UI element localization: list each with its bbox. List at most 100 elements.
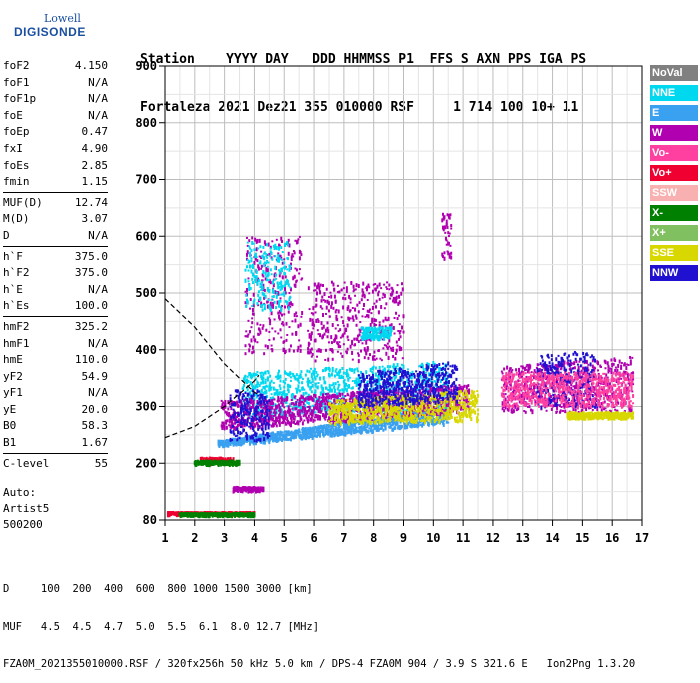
echo-point (403, 391, 405, 394)
echo-point (473, 409, 475, 411)
echo-point (289, 409, 291, 412)
echo-point (359, 415, 361, 419)
echo-point (385, 396, 387, 399)
echo-point (425, 388, 427, 392)
echo-point (395, 392, 397, 394)
echo-point (278, 403, 280, 406)
echo-point (551, 408, 553, 411)
echo-point (415, 405, 417, 407)
echo-point (247, 388, 249, 391)
echo-point (253, 400, 255, 402)
echo-point (388, 369, 390, 371)
echo-point (271, 406, 273, 408)
echo-point (349, 377, 351, 379)
echo-point (546, 410, 548, 412)
echo-point (280, 379, 282, 382)
echo-point (423, 379, 425, 381)
echo-point (450, 374, 452, 378)
echo-point (324, 407, 326, 411)
echo-point (285, 378, 287, 381)
echo-point (268, 371, 270, 374)
echo-point (303, 389, 305, 391)
x-tick-label: 15 (575, 531, 589, 545)
echo-point (367, 383, 369, 387)
echo-point (328, 420, 330, 422)
echo-point (449, 365, 451, 367)
echo-point (339, 393, 341, 397)
echo-point (348, 422, 350, 426)
echo-point (262, 380, 264, 384)
echo-point (563, 406, 565, 409)
echo-point (477, 408, 479, 411)
echo-point (317, 403, 319, 406)
echo-point (305, 397, 307, 400)
echo-point (310, 368, 312, 370)
echo-point (398, 411, 400, 414)
echo-point (295, 403, 297, 406)
echo-point (415, 407, 417, 409)
echo-point (271, 386, 273, 388)
echo-point (386, 390, 388, 392)
echo-point (346, 369, 348, 372)
echo-point (456, 416, 458, 418)
echo-point (347, 394, 349, 396)
echo-point (294, 416, 296, 418)
echo-point (418, 389, 420, 391)
echo-point (278, 400, 280, 402)
echo-point (344, 395, 346, 397)
echo-point (428, 411, 430, 415)
echo-point (282, 403, 284, 406)
echo-point (501, 371, 503, 373)
echo-point (291, 419, 293, 423)
echo-point (421, 419, 423, 422)
echo-point (324, 381, 326, 384)
echo-point (350, 412, 352, 414)
echo-point (400, 379, 402, 382)
echo-point (351, 368, 353, 370)
echo-point (302, 378, 304, 380)
echo-point (389, 419, 391, 422)
echo-point (315, 378, 317, 381)
echo-point (503, 368, 505, 371)
echo-point (358, 388, 360, 390)
y-tick-label: 500 (135, 286, 157, 300)
echo-point (428, 424, 430, 427)
echo-point (223, 422, 225, 424)
echo-point (385, 384, 387, 386)
echo-point (465, 407, 467, 411)
echo-point (410, 386, 412, 390)
echo-point (405, 397, 407, 401)
echo-point (388, 402, 390, 406)
echo-point (382, 429, 384, 431)
echo-point (253, 402, 255, 405)
x-tick-label: 7 (340, 531, 347, 545)
echo-point (477, 394, 479, 397)
x-tick-label: 2 (191, 531, 198, 545)
x-tick-label: 6 (310, 531, 317, 545)
echo-point (424, 420, 426, 424)
echo-point (247, 380, 249, 383)
echo-point (561, 406, 563, 408)
y-tick-label: 700 (135, 173, 157, 187)
echo-point (295, 401, 297, 403)
echo-point (467, 384, 469, 387)
echo-point (461, 396, 463, 400)
echo-point (423, 386, 425, 388)
echo-point (438, 386, 440, 388)
x-tick-label: 1 (161, 531, 168, 545)
echo-point (371, 421, 373, 423)
echo-point (339, 389, 341, 391)
echo-point (449, 395, 451, 398)
echo-point (435, 381, 437, 383)
echo-point (324, 419, 326, 421)
echo-point (332, 428, 334, 430)
echo-point (354, 368, 356, 370)
echo-point (295, 434, 297, 436)
echo-point (358, 399, 360, 403)
echo-point (297, 384, 299, 388)
echo-point (277, 396, 279, 400)
echo-point (375, 421, 377, 424)
echo-point (338, 384, 340, 386)
echo-point (425, 376, 427, 379)
echo-point (381, 403, 383, 405)
